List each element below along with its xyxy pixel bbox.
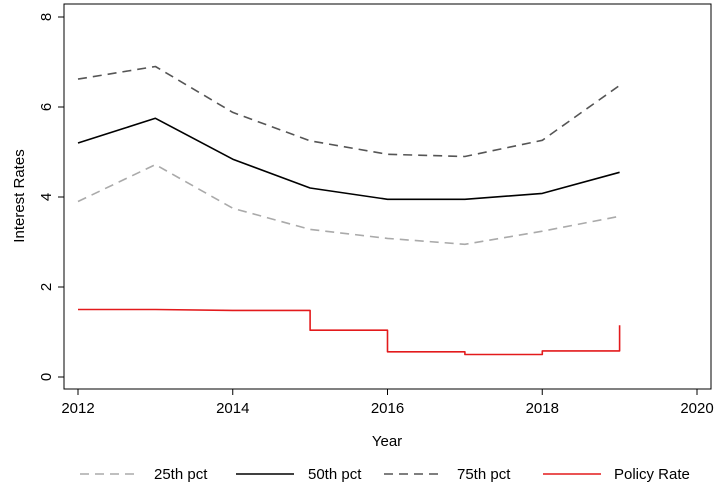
x-tick-label: 2012 (61, 400, 94, 417)
y-axis: 0 2 4 6 8 (38, 13, 64, 381)
series-layer (77, 65, 621, 356)
y-tick-label: 2 (38, 283, 55, 291)
x-tick-label: 2018 (526, 400, 559, 417)
legend-label: 75th pct (457, 466, 511, 483)
x-axis-title: Year (372, 433, 402, 450)
series-line-policy-rate (78, 308, 621, 356)
y-tick-label: 8 (38, 13, 55, 21)
series-line-25th-pct (77, 163, 620, 246)
series-line-50th-pct (77, 117, 620, 201)
legend-label: Policy Rate (614, 466, 690, 483)
y-tick-label: 6 (38, 103, 55, 111)
legend-label: 50th pct (308, 466, 362, 483)
legend: 25th pct 50th pct 75th pct Policy Rate (80, 466, 690, 483)
y-axis-title: Interest Rates (11, 149, 28, 242)
series-line-75th-pct (77, 65, 621, 158)
legend-label: 25th pct (154, 466, 208, 483)
x-tick-label: 2016 (371, 400, 404, 417)
y-tick-label: 0 (38, 373, 55, 381)
y-tick-label: 4 (38, 193, 55, 201)
x-tick-label: 2014 (216, 400, 249, 417)
x-axis: 2012 2014 2016 2018 2020 (61, 389, 714, 417)
x-tick-label: 2020 (680, 400, 713, 417)
